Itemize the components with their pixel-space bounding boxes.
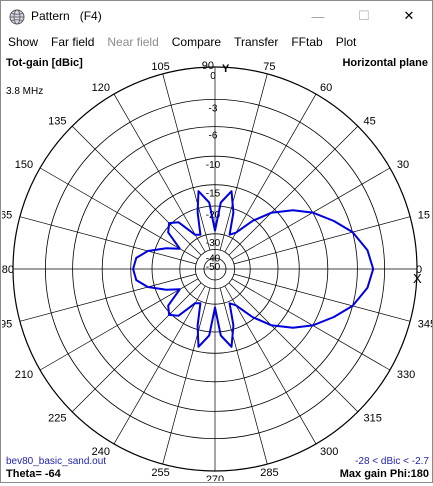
angle-label: 45: [364, 116, 376, 128]
angle-label: 210: [15, 369, 33, 381]
angle-label: 315: [364, 413, 382, 425]
angle-label: 60: [320, 82, 332, 94]
minimize-icon: —: [311, 8, 325, 24]
grid-spoke: [219, 73, 268, 251]
radial-label: -40: [206, 253, 221, 264]
menu-fftab[interactable]: FFtab: [291, 35, 323, 49]
maximize-icon: ☐: [358, 8, 370, 23]
grid-spokes: [13, 67, 417, 471]
radial-label: -15: [206, 189, 221, 200]
angle-label: 300: [320, 446, 338, 458]
grid-spoke: [233, 216, 411, 265]
max-gain-label: Max gain Phi:180: [340, 468, 429, 480]
menu-compare[interactable]: Compare: [171, 35, 222, 49]
grid-spoke: [231, 278, 391, 371]
menu-plot[interactable]: Plot: [335, 35, 357, 49]
menu-transfer[interactable]: Transfer: [234, 35, 279, 49]
file-name-label: bev80_basic_sand.out: [6, 456, 106, 467]
grid-spoke: [113, 93, 206, 253]
angle-label: 225: [48, 413, 66, 425]
grid-spoke: [219, 287, 268, 465]
angle-labels: 0 15 30 45 60 75 90 105 120 135 150 165 180 195 210 225…: [0, 60, 433, 486]
grid-spoke: [19, 216, 197, 265]
grid-spoke: [39, 167, 199, 260]
grid-spoke: [113, 285, 206, 445]
angle-label: 15: [418, 210, 430, 222]
title-bar[interactable]: Pattern (F4) — ☐ ✕: [1, 1, 432, 31]
gain-range-label: -28 < dBic < -2.7: [355, 456, 429, 467]
angle-label: 195: [2, 318, 12, 330]
app-globe-icon: [9, 9, 25, 25]
grid-spoke: [39, 278, 199, 371]
angle-label: 150: [15, 159, 33, 171]
menu-bar: Show Far field Near field Compare Transf…: [1, 32, 432, 52]
angle-label: 165: [2, 210, 12, 222]
grid-spoke: [228, 282, 359, 413]
plot-plane-label: Horizontal plane: [342, 57, 428, 69]
angle-label: 330: [397, 369, 415, 381]
maximize-button[interactable]: ☐: [341, 1, 387, 31]
menu-near-field: Near field: [107, 35, 159, 49]
polar-chart: 0 15 30 45 60 75 90 105 120 135 150 165 180 195 210 225…: [0, 57, 433, 486]
window-title: Pattern (F4): [31, 9, 102, 23]
angle-label: 90: [202, 60, 214, 72]
radial-label: -50: [206, 262, 221, 273]
angle-label: 270: [206, 474, 224, 481]
angle-label: 255: [151, 467, 169, 479]
minimize-button[interactable]: —: [295, 1, 341, 31]
menu-far-field[interactable]: Far field: [51, 35, 95, 49]
angle-label: 120: [92, 82, 110, 94]
frequency-label: 3.8 MHz: [6, 86, 43, 97]
angle-label: 30: [397, 159, 409, 171]
angle-label: 180: [2, 264, 14, 276]
grid-spoke: [228, 125, 359, 256]
angle-label: 135: [48, 116, 66, 128]
angle-label: 240: [92, 446, 110, 458]
grid-spoke: [19, 273, 197, 322]
grid-spoke: [162, 287, 211, 465]
theta-label: Theta= -64: [6, 468, 62, 480]
close-button[interactable]: ✕: [386, 1, 432, 31]
angle-label: 345: [418, 318, 432, 330]
grid-spoke: [233, 273, 411, 322]
radial-labels: 0 -3 -6 -10 -15 -20 -30 -40-50: [206, 71, 221, 273]
angle-label: 105: [151, 61, 169, 73]
polar-plot-area: 0 15 30 45 60 75 90 105 120 135 150 165 180 195 210 225…: [0, 53, 433, 486]
plot-quantity-label: Tot-gain [dBic]: [6, 57, 83, 69]
pattern-trace: [132, 190, 375, 348]
radial-label: -30: [206, 238, 221, 249]
radial-label: -10: [206, 160, 221, 171]
grid-spoke: [224, 285, 317, 445]
y-axis-label: Y: [222, 63, 230, 75]
radial-label: -3: [209, 103, 218, 114]
menu-show[interactable]: Show: [8, 35, 39, 49]
angle-label: 75: [263, 61, 275, 73]
grid-spoke: [231, 167, 391, 260]
grid-spoke: [71, 282, 202, 413]
angle-label: 0: [416, 264, 422, 276]
grid-spoke: [162, 73, 211, 251]
close-icon: ✕: [403, 8, 415, 23]
x-axis-label: X: [413, 271, 422, 286]
grid-spoke: [71, 125, 202, 256]
angle-label: 285: [260, 467, 278, 479]
radial-label: -6: [209, 131, 218, 142]
radial-label: -20: [206, 210, 221, 221]
grid-spoke: [224, 93, 317, 253]
radial-label: 0: [210, 71, 216, 82]
